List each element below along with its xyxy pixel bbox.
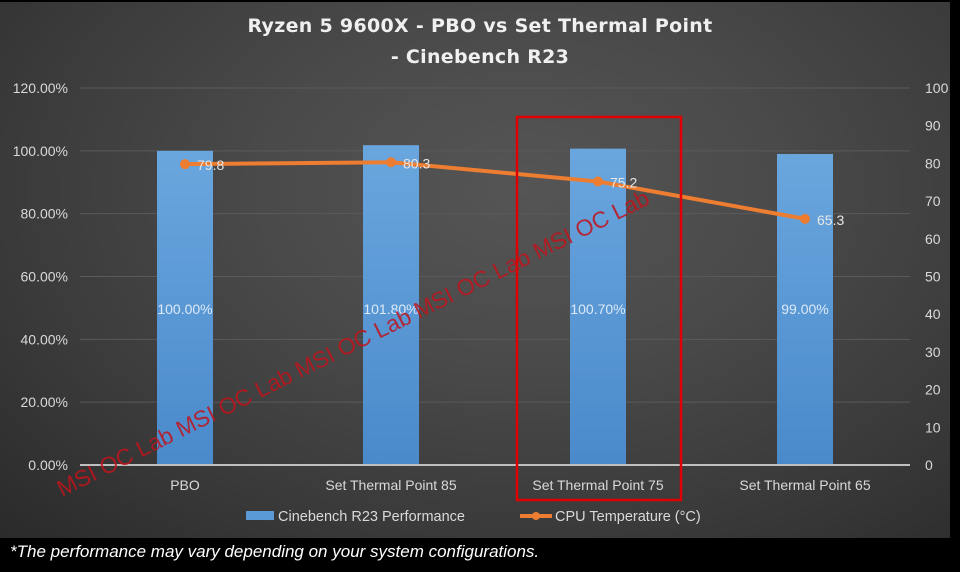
legend-line-label: CPU Temperature (°C) [555,509,701,525]
right-axis-tick: 0 [925,457,933,473]
bar-value-label: 99.00% [781,301,828,317]
category-label: Set Thermal Point 65 [739,477,870,493]
right-axis-tick: 50 [925,269,941,285]
footnote: *The performance may vary depending on y… [10,542,540,561]
highlight-box [515,115,683,502]
temperature-marker [386,157,396,168]
left-axis-tick: 60.00% [21,269,68,285]
temperature-marker [180,159,190,170]
legend-bar-swatch-icon [246,511,274,520]
chart-title-line1: Ryzen 5 9600X - PBO vs Set Thermal Point [247,15,713,37]
right-axis-tick: 60 [925,231,941,247]
bar [777,153,833,465]
temperature-marker [800,213,810,224]
category-label: Set Thermal Point 85 [325,477,456,493]
temperature-value-label: 79.8 [197,157,224,173]
bar [157,150,213,466]
left-axis-tick: 40.00% [21,331,68,347]
left-axis-tick: 80.00% [21,206,68,222]
bar [570,148,626,466]
left-axis-tick: 20.00% [21,394,68,410]
right-axis-tick: 40 [925,306,941,322]
right-axis-tick: 20 [925,382,941,398]
bar [363,145,419,465]
bar-value-label: 100.00% [157,301,212,317]
legend-line-marker-icon [532,512,540,520]
right-axis-tick: 100 [925,80,949,96]
chart-title-line2: - Cinebench R23 [390,46,570,68]
category-label: Set Thermal Point 75 [532,477,663,493]
right-axis-tick: 80 [925,155,941,171]
right-axis-tick: 30 [925,344,941,360]
bar-value-label: 101.80% [363,301,418,317]
right-axis-tick: 90 [925,118,941,134]
left-axis-tick: 0.00% [28,457,68,473]
temperature-line [183,160,807,221]
left-axis-tick: 120.00% [13,80,68,96]
right-axis-tick: 10 [925,419,941,435]
bar-value-label: 100.70% [570,301,625,317]
legend-bar-label: Cinebench R23 Performance [278,509,465,525]
right-axis-tick: 70 [925,193,941,209]
temperature-value-label: 80.3 [403,155,430,171]
category-label: PBO [170,477,200,493]
watermark-text: MSI OC Lab MSI OC Lab MSI OC Lab MSI OC … [53,184,654,501]
chart-plot: 0.00% 20.00% 40.00% 60.00% 80.00% 100.00% 120.… [13,80,949,525]
temperature-value-label: 65.3 [817,212,844,228]
left-axis-tick: 100.00% [13,143,68,159]
temperature-marker [593,176,603,187]
temperature-value-label: 75.2 [610,174,637,190]
